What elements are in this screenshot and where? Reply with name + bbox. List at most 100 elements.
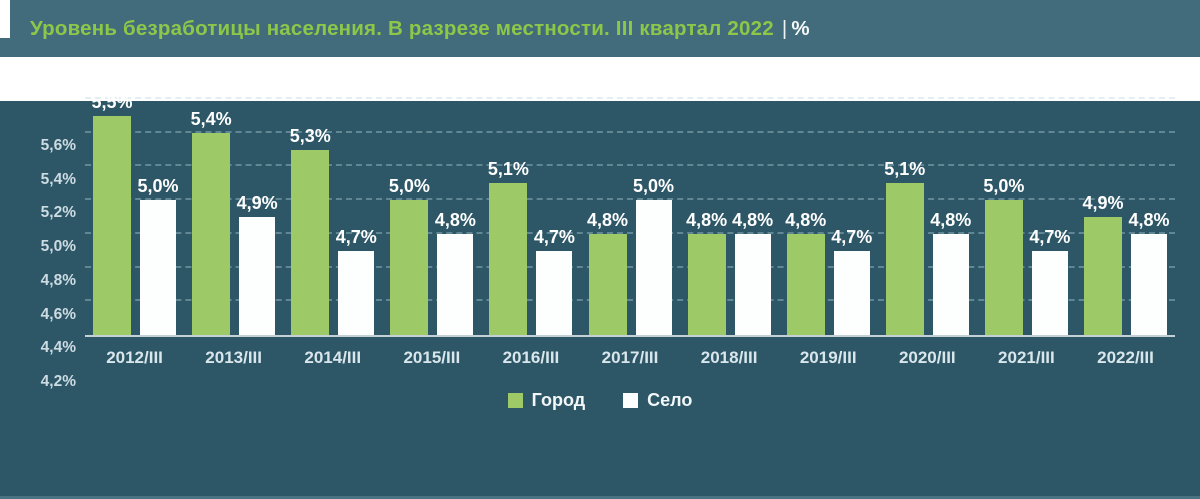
y-axis: 5,6% 5,4% 5,2% 5,0% 4,8% 4,6% 4,4% 4,2% xyxy=(0,137,76,390)
legend-label: Город xyxy=(531,390,586,410)
bar-value-label: 4,7% xyxy=(831,226,873,247)
title-separator: | xyxy=(781,16,788,40)
bar-value-label: 5,0% xyxy=(983,176,1025,197)
bar-value-label: 5,4% xyxy=(190,108,232,129)
bar-group-2017-III: 4,8% 5,0% xyxy=(580,101,679,335)
x-tick-label: 2022/III xyxy=(1097,348,1154,367)
grid-line xyxy=(85,265,1175,268)
grid-line xyxy=(85,231,1175,234)
chart-title: Уровень безработицы населения. В разрезе… xyxy=(30,17,810,41)
bar-group-2020-III: 5,1% 4,8% xyxy=(878,101,977,335)
plot-area: 5,5% 5,0% 5,4% 4,9% 5,3% 4,7% 5,0% 4,8% 5,1% 4,7%… xyxy=(85,92,1175,337)
bar-city: 5,1% xyxy=(884,159,925,335)
bar-city: 5,5% xyxy=(92,92,133,335)
bar-group-2012-III: 5,5% 5,0% xyxy=(85,92,184,335)
bar-village: 4,8% xyxy=(1128,210,1170,335)
y-tick-label: 5,4% xyxy=(40,170,76,188)
y-tick-label: 5,0% xyxy=(40,238,76,256)
bar-value-label: 5,0% xyxy=(633,176,675,197)
bar-village: 4,9% xyxy=(237,193,278,335)
bar-city: 5,1% xyxy=(488,159,529,335)
bar-value-label: 4,8% xyxy=(930,209,972,230)
bar-value-label: 5,3% xyxy=(289,125,331,146)
title-bar: Уровень безработицы населения. В разрезе… xyxy=(0,0,1200,57)
x-tick-label: 2020/III xyxy=(898,348,956,367)
bar-village: 5,0% xyxy=(138,176,179,335)
grid-line xyxy=(85,130,1175,133)
x-tick-label: 2021/III xyxy=(998,348,1055,367)
bar-value-label: 4,9% xyxy=(236,193,278,213)
x-tick-label: 2012/III xyxy=(106,348,163,367)
y-tick-label: 4,6% xyxy=(40,305,76,323)
bar-value-label: 5,1% xyxy=(884,159,926,180)
legend: Город Село xyxy=(0,390,1200,411)
legend-label: Село xyxy=(647,390,693,410)
grid-line xyxy=(85,198,1175,201)
bar-village: 4,8% xyxy=(930,210,971,335)
legend-swatch xyxy=(623,393,639,408)
footer: Источник: Бюро национальной статистики А… xyxy=(0,496,1200,499)
x-tick-label: 2014/III xyxy=(304,348,362,367)
bar-chart: 5,6% 5,4% 5,2% 5,0% 4,8% 4,6% 4,4% 4,2% 5,5% 5,0… xyxy=(0,92,1200,496)
bar-value-label: 4,8% xyxy=(434,209,476,230)
bar-group-2022-III: 4,9% 4,8% xyxy=(1076,101,1175,335)
bar-group-2018-III: 4,8% 4,8% xyxy=(680,101,779,335)
legend-item-city: Город xyxy=(507,390,586,411)
corner-notch xyxy=(0,0,10,38)
bar-value-label: 4,7% xyxy=(335,226,377,247)
grid-line xyxy=(85,164,1175,167)
x-tick-label: 2016/III xyxy=(502,348,560,367)
bar-value-label: 5,1% xyxy=(487,159,529,180)
bar-village: 4,7% xyxy=(336,227,377,335)
grid-line xyxy=(85,97,1175,99)
legend-swatch xyxy=(507,393,523,408)
y-tick-label: 5,2% xyxy=(40,204,76,222)
bar-value-label: 4,8% xyxy=(686,209,728,230)
grid-line xyxy=(85,299,1175,302)
x-tick-label: 2015/III xyxy=(403,348,461,367)
bar-village: 4,7% xyxy=(1029,227,1070,335)
bar-city: 4,8% xyxy=(587,210,628,335)
chart-title-text: Уровень безработицы населения. В разрезе… xyxy=(30,16,774,40)
bar-city: 4,8% xyxy=(686,210,727,335)
bar-value-label: 4,8% xyxy=(1128,209,1170,230)
y-tick-label: 4,4% xyxy=(40,339,76,357)
bar-value-label: 4,9% xyxy=(1082,193,1124,213)
y-tick-label: 5,6% xyxy=(40,137,76,154)
bar-city: 5,4% xyxy=(191,109,232,335)
bar-village: 4,7% xyxy=(831,227,872,335)
bar-value-label: 4,7% xyxy=(533,226,575,247)
y-tick-label: 4,2% xyxy=(40,373,76,390)
x-tick-label: 2019/III xyxy=(799,348,857,367)
bar-village: 4,8% xyxy=(732,210,773,335)
bar-village: 4,8% xyxy=(435,210,476,335)
bar-city: 5,3% xyxy=(290,126,331,335)
bar-city: 5,0% xyxy=(389,176,430,335)
bar-value-label: 4,8% xyxy=(732,209,774,230)
bar-value-label: 4,8% xyxy=(587,209,629,230)
bar-value-label: 4,8% xyxy=(785,209,827,230)
x-tick-label: 2013/III xyxy=(205,348,262,367)
bar-city: 5,0% xyxy=(983,176,1024,335)
bar-value-label: 5,5% xyxy=(91,91,133,112)
bar-group-2015-III: 5,0% 4,8% xyxy=(382,101,481,335)
bar-group-2013-III: 5,4% 4,9% xyxy=(184,101,283,335)
legend-item-village: Село xyxy=(623,390,692,411)
bar-group-2019-III: 4,8% 4,7% xyxy=(779,101,878,335)
bar-value-label: 4,7% xyxy=(1029,226,1071,247)
bar-group-2016-III: 5,1% 4,7% xyxy=(481,101,580,335)
x-tick-label: 2018/III xyxy=(700,348,758,367)
bar-city: 4,9% xyxy=(1082,193,1124,335)
bar-city: 4,8% xyxy=(785,210,826,335)
bar-group-2021-III: 5,0% 4,7% xyxy=(977,101,1076,335)
bar-village: 4,7% xyxy=(534,227,575,335)
bar-village: 5,0% xyxy=(633,176,674,335)
x-axis: 2012/III 2013/III 2014/III 2015/III 2016/III… xyxy=(85,348,1175,368)
y-tick-label: 4,8% xyxy=(40,271,76,289)
bar-value-label: 5,0% xyxy=(137,176,179,197)
title-unit: % xyxy=(791,16,810,40)
x-tick-label: 2017/III xyxy=(601,348,659,367)
bar-value-label: 5,0% xyxy=(388,176,430,197)
bar-group-2014-III: 5,3% 4,7% xyxy=(283,101,382,335)
